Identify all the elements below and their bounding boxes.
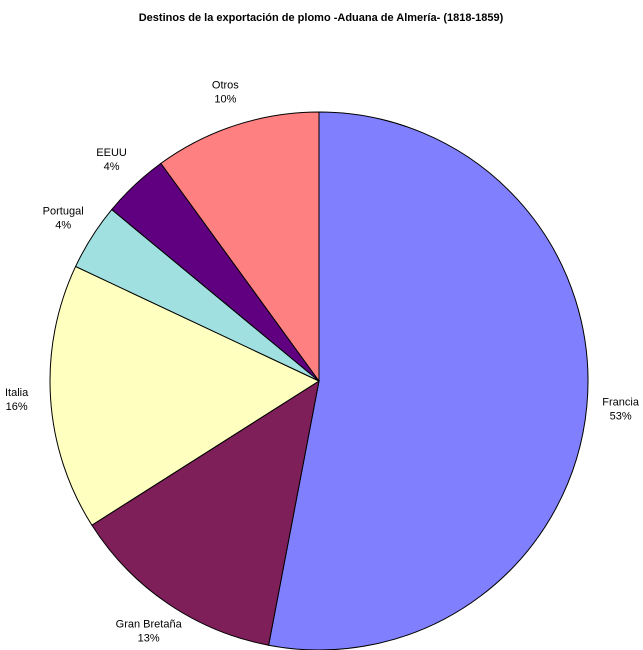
slice-value-label: 4% [55, 220, 71, 232]
chart-title: Destinos de la exportación de plomo -Adu… [139, 12, 504, 24]
pie-slice [160, 111, 320, 383]
slice-value-label: 13% [138, 633, 160, 645]
pie-slice [49, 265, 321, 526]
pie-slice [91, 379, 320, 646]
slice-value-label: 4% [104, 161, 120, 173]
slice-label: Francia [602, 396, 640, 408]
slice-value-label: 16% [6, 401, 28, 413]
slice-label: EEUU [96, 147, 127, 159]
slice-label: Italia [5, 387, 29, 399]
slice-label: Gran Bretaña [116, 619, 183, 631]
slice-label: Portugal [43, 206, 84, 218]
pie-slice [268, 111, 589, 650]
slice-value-label: 10% [214, 94, 236, 106]
slice-label: Otros [212, 80, 239, 92]
slice-value-label: 53% [610, 410, 632, 422]
